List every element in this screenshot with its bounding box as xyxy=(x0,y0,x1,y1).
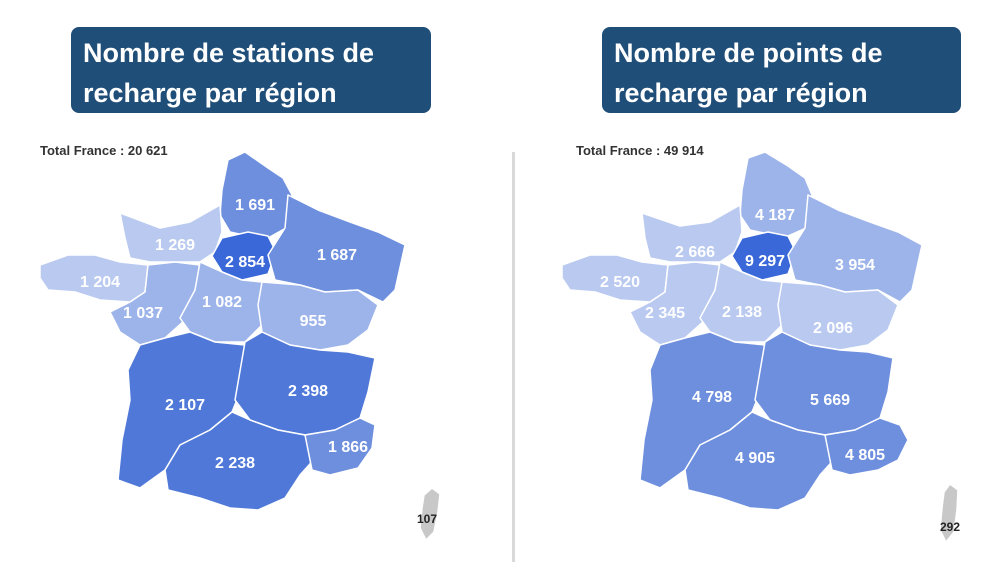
left-map-total: Total France : 20 621 xyxy=(40,143,168,158)
region-bourgogne-franche-comte xyxy=(777,281,899,351)
left-france-map: 1 691 1 269 2 854 1 687 1 204 1 037 1 08… xyxy=(39,151,441,541)
region-corse xyxy=(939,483,959,543)
region-auvergne-rhone-alpes xyxy=(754,331,894,436)
label-hauts-de-france: 4 187 xyxy=(755,207,795,224)
region-paca xyxy=(824,417,909,476)
label-normandie: 1 269 xyxy=(155,237,195,254)
label-occitanie: 2 238 xyxy=(215,455,255,472)
region-hauts-de-france xyxy=(219,151,293,239)
label-bretagne: 1 204 xyxy=(80,274,120,291)
map-divider xyxy=(512,152,515,562)
label-centre-val-de-loire: 2 138 xyxy=(722,304,762,321)
left-map-title: Nombre de stations de recharge par régio… xyxy=(71,27,431,113)
label-auvergne-rhone-alpes: 2 398 xyxy=(288,383,328,400)
label-grand-est: 3 954 xyxy=(835,257,875,274)
region-bourgogne-franche-comte xyxy=(257,281,379,351)
region-normandie xyxy=(641,204,743,263)
label-ile-de-france: 9 297 xyxy=(745,253,785,270)
region-ile-de-france xyxy=(211,231,277,281)
region-ile-de-france xyxy=(731,231,797,281)
label-grand-est: 1 687 xyxy=(317,247,357,264)
label-pays-de-la-loire: 2 345 xyxy=(645,305,685,322)
label-corse: 292 xyxy=(940,520,960,534)
right-map-total: Total France : 49 914 xyxy=(576,143,704,158)
right-map-title: Nombre de points de recharge par région xyxy=(602,27,961,113)
label-nouvelle-aquitaine: 4 798 xyxy=(692,389,732,406)
label-corse: 107 xyxy=(417,512,437,526)
label-occitanie: 4 905 xyxy=(735,450,775,467)
region-centre-val-de-loire xyxy=(699,261,791,343)
label-bourgogne-franche-comte: 955 xyxy=(300,313,327,330)
label-bourgogne-franche-comte: 2 096 xyxy=(813,320,853,337)
region-occitanie xyxy=(684,411,839,511)
label-hauts-de-france: 1 691 xyxy=(235,197,275,214)
region-corse xyxy=(419,487,441,541)
label-centre-val-de-loire: 1 082 xyxy=(202,294,242,311)
label-normandie: 2 666 xyxy=(675,244,715,261)
label-ile-de-france: 2 854 xyxy=(225,254,265,271)
region-grand-est xyxy=(267,194,406,303)
label-paca: 1 866 xyxy=(328,439,368,456)
region-paca xyxy=(304,417,376,476)
region-centre-val-de-loire xyxy=(179,261,271,343)
region-occitanie xyxy=(164,411,319,511)
label-pays-de-la-loire: 1 037 xyxy=(123,305,163,322)
region-grand-est xyxy=(787,194,923,303)
label-auvergne-rhone-alpes: 5 669 xyxy=(810,392,850,409)
right-france-map: 4 187 2 666 9 297 3 954 2 520 2 345 2 13… xyxy=(561,151,960,543)
label-nouvelle-aquitaine: 2 107 xyxy=(165,397,205,414)
label-paca: 4 805 xyxy=(845,447,885,464)
label-bretagne: 2 520 xyxy=(600,274,640,291)
region-normandie xyxy=(119,204,223,263)
